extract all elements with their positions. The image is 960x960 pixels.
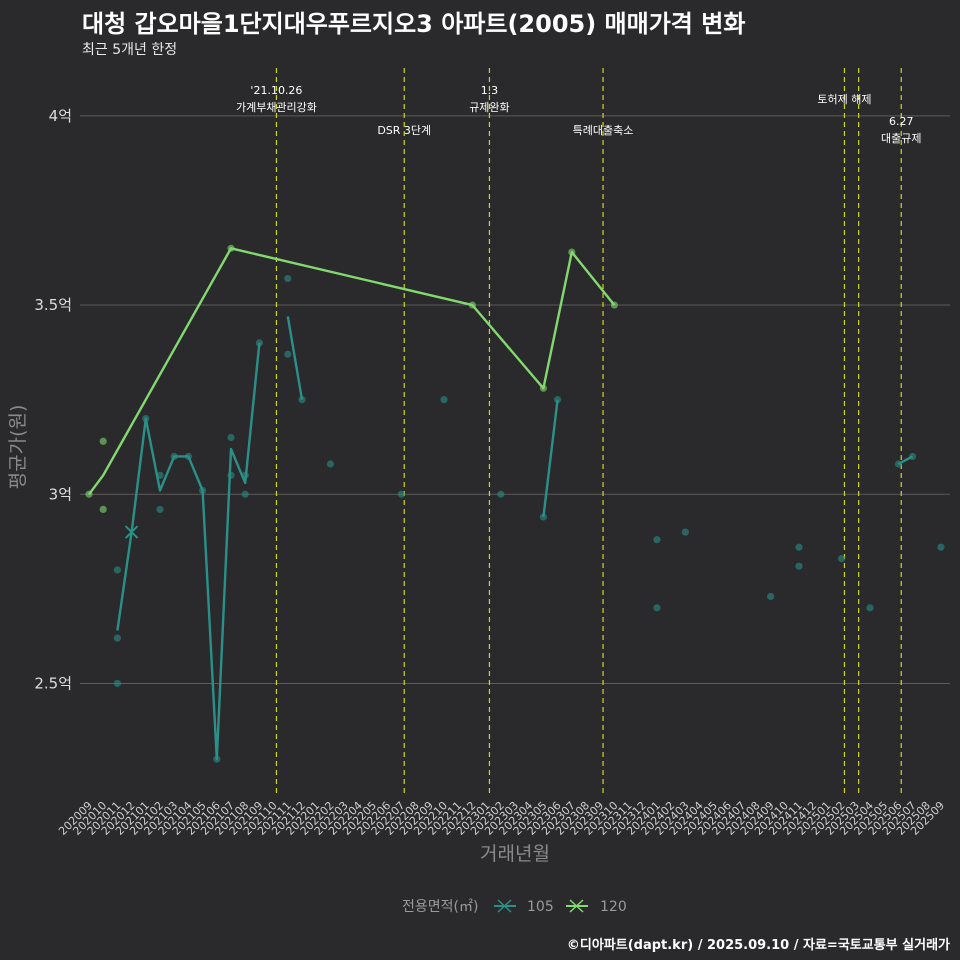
data-point-105 xyxy=(767,592,775,601)
policy-annotation: '21.10.26 xyxy=(250,84,302,97)
source-caption: ©디아파트(dapt.kr) / 2025.09.10 / 자료=국토교통부 실… xyxy=(566,938,950,953)
data-point-105 xyxy=(894,460,903,468)
policy-annotation: 1.3 xyxy=(481,84,499,97)
policy-annotation: 대출규제 xyxy=(881,132,921,145)
data-point-120 xyxy=(539,384,548,392)
data-point-105 xyxy=(255,339,263,347)
y-axis-title: 평균가(원) xyxy=(7,405,29,490)
series-line-120 xyxy=(88,247,616,496)
data-point-105 xyxy=(298,396,306,404)
data-point-120 xyxy=(610,301,619,309)
policy-annotation: 규제완화 xyxy=(469,101,509,114)
x-axis-ticks: 2020092020102020112020122021012021022021… xyxy=(56,799,947,838)
series-lines xyxy=(88,247,914,761)
data-point-105 xyxy=(113,679,121,688)
data-point-120 xyxy=(85,490,93,498)
y-tick-label: 3억 xyxy=(49,485,72,503)
chart-subtitle: 최근 5개년 한정 xyxy=(82,42,178,58)
data-point-105 xyxy=(284,274,292,283)
y-tick-label: 3.5억 xyxy=(34,296,72,314)
policy-annotation: 가계부채관리강화 xyxy=(236,101,317,114)
data-point-105 xyxy=(241,490,249,498)
series-line-105 xyxy=(286,316,304,400)
data-point-120 xyxy=(468,301,476,309)
chart-title: 대청 갑오마을1단지대우푸르지오3 아파트(2005) 매매가격 변화 xyxy=(82,10,746,38)
policy-annotation: 6.27 xyxy=(889,115,914,128)
data-point-105 xyxy=(227,433,235,442)
legend-label-105: 105 xyxy=(527,899,554,915)
data-point-105 xyxy=(440,396,448,404)
x-axis-title: 거래년월 xyxy=(480,843,550,865)
y-tick-label: 2.5억 xyxy=(34,674,72,692)
legend-label-120: 120 xyxy=(600,899,627,915)
series-line-105 xyxy=(116,342,261,761)
data-point-105 xyxy=(397,490,405,498)
data-point-105 xyxy=(653,536,661,544)
data-point-120 xyxy=(227,244,235,252)
series-points xyxy=(85,244,945,763)
data-point-105 xyxy=(681,528,690,536)
data-point-105 xyxy=(326,460,334,468)
data-point-120 xyxy=(99,505,107,513)
data-point-105 xyxy=(213,755,221,763)
data-point-105 xyxy=(142,414,150,423)
legend: 전용면적(㎡) 105 120 xyxy=(402,899,627,915)
grid-lines xyxy=(80,115,950,684)
data-point-105 xyxy=(156,505,164,513)
y-axis-ticks: 2.5억 3억 3.5억 4억 xyxy=(34,107,72,693)
policy-annotation: 토허제 해제 xyxy=(817,92,871,106)
data-point-120 xyxy=(568,248,576,256)
data-point-105 xyxy=(554,396,562,404)
highlight-marker xyxy=(124,525,139,539)
data-point-105 xyxy=(156,471,164,479)
data-point-105 xyxy=(184,452,192,461)
legend-title: 전용면적(㎡) xyxy=(402,899,478,915)
data-point-105 xyxy=(284,350,292,358)
policy-lines xyxy=(275,68,902,797)
policy-annotation: 특례대출축소 xyxy=(573,124,634,137)
data-point-120 xyxy=(99,437,107,445)
legend-item-120: 120 xyxy=(566,899,627,915)
legend-item-105: 105 xyxy=(494,899,554,915)
data-point-105 xyxy=(539,513,548,521)
series-line-105 xyxy=(542,399,559,518)
data-point-105 xyxy=(653,604,661,612)
data-point-105 xyxy=(909,452,917,461)
data-point-105 xyxy=(227,471,235,479)
data-point-105 xyxy=(113,634,121,642)
data-point-105 xyxy=(241,471,249,479)
data-point-105 xyxy=(866,604,874,612)
data-point-105 xyxy=(199,486,207,495)
data-point-105 xyxy=(937,543,945,551)
data-point-105 xyxy=(795,562,803,570)
data-point-105 xyxy=(170,452,178,461)
y-tick-label: 4억 xyxy=(49,107,72,125)
data-point-105 xyxy=(497,490,505,498)
data-point-105 xyxy=(795,543,803,551)
policy-annotation: DSR 3단계 xyxy=(377,124,431,137)
data-point-105 xyxy=(838,554,846,563)
data-point-105 xyxy=(113,566,121,574)
